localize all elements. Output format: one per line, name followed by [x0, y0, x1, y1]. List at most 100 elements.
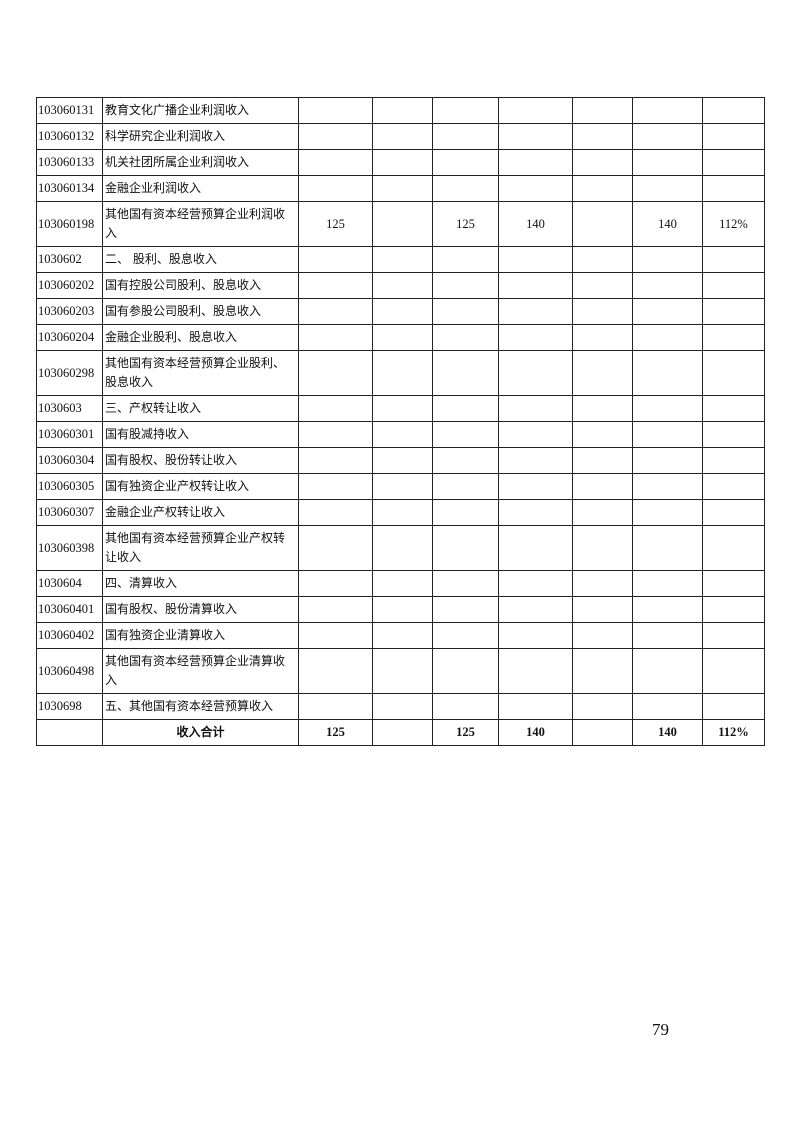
- row-name: 国有股权、股份清算收入: [102, 596, 299, 623]
- total-value: 140: [498, 719, 573, 746]
- row-value: 112%: [702, 201, 765, 247]
- row-value: [372, 298, 433, 325]
- row-value: [632, 622, 703, 649]
- total-value: 140: [632, 719, 703, 746]
- row-value: 125: [432, 201, 499, 247]
- row-value: [632, 175, 703, 202]
- table-row: 103060198 其他国有资本经营预算企业利润收入 125 125 140 140 112…: [36, 201, 765, 247]
- row-value: [572, 525, 633, 571]
- row-value: [498, 421, 573, 448]
- row-value: [298, 570, 373, 597]
- table-row: 103060305 国有独资企业产权转让收入: [36, 473, 765, 500]
- row-value: [498, 693, 573, 720]
- row-code: 103060131: [36, 97, 103, 124]
- row-value: [372, 272, 433, 299]
- row-value: [702, 525, 765, 571]
- row-value: [572, 596, 633, 623]
- row-value: [372, 149, 433, 176]
- row-value: [432, 350, 499, 396]
- row-value: [432, 447, 499, 474]
- row-value: [498, 246, 573, 273]
- row-code: 103060132: [36, 123, 103, 150]
- row-value: [702, 298, 765, 325]
- table-row: 103060204 金融企业股利、股息收入: [36, 324, 765, 351]
- row-value: [298, 246, 373, 273]
- table-row: 103060398 其他国有资本经营预算企业产权转让收入: [36, 525, 765, 571]
- row-code: 103060204: [36, 324, 103, 351]
- row-code: 103060198: [36, 201, 103, 247]
- row-value: [702, 175, 765, 202]
- row-name: 五、其他国有资本经营预算收入: [102, 693, 299, 720]
- row-value: [702, 648, 765, 694]
- row-value: [632, 97, 703, 124]
- row-value: [432, 473, 499, 500]
- row-name: 其他国有资本经营预算企业清算收入: [102, 648, 299, 694]
- row-value: [298, 693, 373, 720]
- page-number: 79: [652, 1020, 669, 1039]
- row-value: [298, 648, 373, 694]
- row-value: [572, 693, 633, 720]
- table-row: 103060298 其他国有资本经营预算企业股利、股息收入: [36, 350, 765, 396]
- row-value: [572, 570, 633, 597]
- row-value: [432, 395, 499, 422]
- row-value: [372, 175, 433, 202]
- row-value: [498, 596, 573, 623]
- row-value: 140: [498, 201, 573, 247]
- row-code: 103060402: [36, 622, 103, 649]
- row-name: 金融企业利润收入: [102, 175, 299, 202]
- row-value: [432, 525, 499, 571]
- total-value: 112%: [702, 719, 765, 746]
- row-value: [498, 350, 573, 396]
- row-value: [572, 447, 633, 474]
- row-value: [298, 473, 373, 500]
- row-value: [372, 201, 433, 247]
- row-value: [702, 246, 765, 273]
- row-value: [432, 622, 499, 649]
- row-value: [632, 525, 703, 571]
- row-value: [498, 499, 573, 526]
- row-code: 1030604: [36, 570, 103, 597]
- row-value: [572, 272, 633, 299]
- row-value: [298, 596, 373, 623]
- row-value: [432, 570, 499, 597]
- table-row: 103060202 国有控股公司股利、股息收入: [36, 272, 765, 299]
- row-name: 二、 股利、股息收入: [102, 246, 299, 273]
- row-value: [702, 272, 765, 299]
- row-value: [632, 648, 703, 694]
- row-value: [702, 395, 765, 422]
- row-name: 其他国有资本经营预算企业产权转让收入: [102, 525, 299, 571]
- row-value: [298, 175, 373, 202]
- row-value: [432, 499, 499, 526]
- row-value: [702, 473, 765, 500]
- row-value: [372, 693, 433, 720]
- row-code: 103060305: [36, 473, 103, 500]
- row-value: [298, 123, 373, 150]
- table-row: 103060131 教育文化广播企业利润收入: [36, 97, 765, 124]
- row-value: [632, 570, 703, 597]
- row-value: [372, 648, 433, 694]
- row-value: [432, 246, 499, 273]
- row-value: [632, 395, 703, 422]
- row-value: [572, 97, 633, 124]
- row-name: 国有参股公司股利、股息收入: [102, 298, 299, 325]
- row-value: [702, 97, 765, 124]
- row-value: [432, 298, 499, 325]
- row-code: 103060307: [36, 499, 103, 526]
- row-code: 1030603: [36, 395, 103, 422]
- row-value: [372, 123, 433, 150]
- row-name: 国有股权、股份转让收入: [102, 447, 299, 474]
- row-value: [702, 447, 765, 474]
- income-table: 103060131 教育文化广播企业利润收入 103060132 科学研究企业利润收入…: [36, 97, 765, 746]
- row-value: [498, 324, 573, 351]
- row-name: 国有独资企业清算收入: [102, 622, 299, 649]
- row-value: [632, 473, 703, 500]
- row-value: [432, 97, 499, 124]
- table-row: 103060301 国有股减持收入: [36, 421, 765, 448]
- row-value: 140: [632, 201, 703, 247]
- row-name: 国有独资企业产权转让收入: [102, 473, 299, 500]
- row-value: [432, 421, 499, 448]
- row-value: [498, 570, 573, 597]
- row-value: [572, 324, 633, 351]
- row-value: [298, 350, 373, 396]
- row-value: [702, 622, 765, 649]
